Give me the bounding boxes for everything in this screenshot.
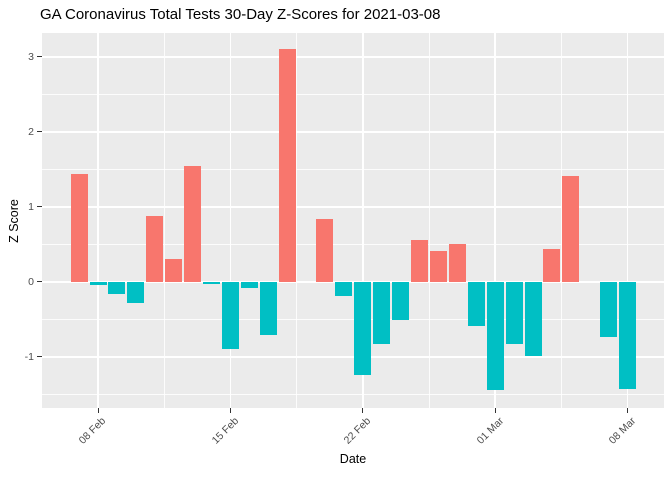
minor-gridline-h xyxy=(42,243,664,245)
bar xyxy=(108,281,126,294)
x-tick-label: 22 Feb xyxy=(341,415,374,447)
bar xyxy=(543,248,561,282)
bar xyxy=(127,281,145,303)
bar xyxy=(221,281,239,350)
y-tick-mark xyxy=(37,56,42,58)
bar xyxy=(278,49,296,282)
minor-gridline-h xyxy=(42,168,664,170)
major-gridline-v xyxy=(362,33,364,408)
bar xyxy=(448,244,466,282)
x-tick-label: 15 Feb xyxy=(209,415,241,447)
x-tick-label: 08 Mar xyxy=(606,415,639,447)
x-tick-mark xyxy=(229,408,231,413)
bar xyxy=(259,281,277,335)
minor-gridline-v xyxy=(428,33,430,408)
x-tick-label: 08 Feb xyxy=(76,415,109,447)
x-tick-mark xyxy=(97,408,99,413)
bar xyxy=(165,259,183,282)
bar xyxy=(600,281,618,338)
x-axis-title: Date xyxy=(339,452,367,466)
x-tick-mark xyxy=(494,408,496,413)
x-tick-label: 01 Mar xyxy=(474,415,506,447)
y-tick-mark xyxy=(37,356,42,358)
bar xyxy=(392,281,410,320)
bar xyxy=(335,281,353,296)
minor-gridline-h xyxy=(42,318,664,320)
major-gridline-v xyxy=(494,33,497,408)
bar xyxy=(184,166,202,282)
y-tick-mark xyxy=(37,281,42,283)
bar xyxy=(619,281,637,389)
bar xyxy=(505,281,523,344)
bar xyxy=(146,215,164,282)
major-gridline-h xyxy=(42,130,664,133)
major-gridline-h xyxy=(42,55,664,58)
major-gridline-v xyxy=(97,33,99,408)
minor-gridline-v xyxy=(163,33,165,408)
major-gridline-h xyxy=(42,280,664,283)
minor-gridline-v xyxy=(296,33,298,408)
x-tick-mark xyxy=(627,408,629,413)
chart-title: GA Coronavirus Total Tests 30-Day Z-Scor… xyxy=(40,6,441,23)
bar xyxy=(202,281,220,284)
y-tick-mark xyxy=(37,206,42,208)
bar xyxy=(429,250,447,282)
y-axis-title: Z Score xyxy=(7,199,21,243)
y-tick-label: 2 xyxy=(28,125,34,138)
bar xyxy=(70,174,88,282)
bar xyxy=(467,281,485,326)
major-gridline-h xyxy=(42,355,664,358)
bar xyxy=(316,218,334,282)
y-tick-mark xyxy=(37,131,42,133)
bar xyxy=(89,281,107,285)
minor-gridline-h xyxy=(42,393,664,395)
minor-gridline-v xyxy=(561,33,562,408)
bar xyxy=(524,281,542,356)
y-tick-label: 0 xyxy=(28,275,34,288)
y-tick-label: -1 xyxy=(24,350,34,363)
bar xyxy=(373,281,391,344)
major-gridline-v xyxy=(229,33,232,408)
bar xyxy=(240,281,258,289)
bar xyxy=(486,281,504,391)
y-tick-label: 3 xyxy=(28,50,34,63)
x-tick-mark xyxy=(362,408,364,413)
bar xyxy=(562,175,580,282)
plot-panel xyxy=(42,33,664,408)
bar xyxy=(411,239,429,282)
major-gridline-h xyxy=(42,205,664,208)
minor-gridline-h xyxy=(42,93,664,95)
y-tick-label: 1 xyxy=(28,200,34,213)
bar xyxy=(354,281,372,375)
major-gridline-v xyxy=(626,33,629,408)
